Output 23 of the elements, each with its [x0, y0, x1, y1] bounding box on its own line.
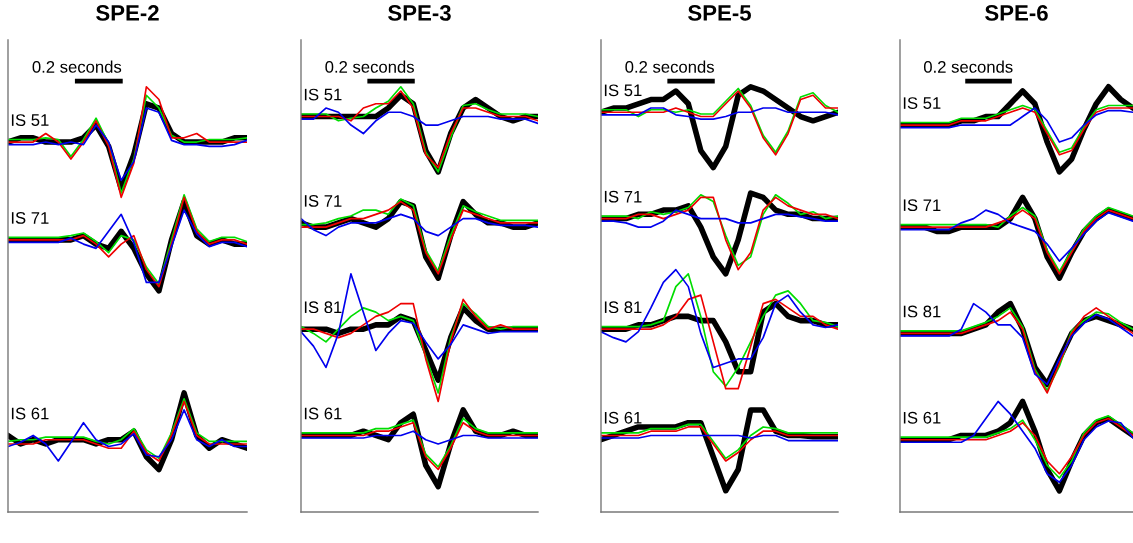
annotation: IS 51	[903, 97, 941, 109]
annotation: IS 81	[903, 305, 941, 318]
text: 0.2 seconds	[325, 60, 414, 73]
annotation: IS 51	[304, 88, 342, 101]
annotation: IS 61	[903, 411, 941, 424]
annotation: IS 71	[304, 194, 342, 207]
annotation: IS 81	[604, 301, 642, 314]
chart-title: SPE-2	[96, 5, 159, 21]
chart-title: SPE-3	[388, 5, 451, 21]
text: 0.2 seconds	[32, 60, 122, 73]
annotation: IS 71	[903, 199, 941, 212]
text: 0.2 seconds	[923, 60, 1013, 73]
annotation: IS 81	[304, 301, 342, 314]
text: 0.2 seconds	[625, 60, 714, 73]
annotation: IS 51	[11, 114, 49, 126]
annotation: IS 51	[604, 84, 642, 97]
chart-title: SPE-5	[688, 5, 751, 21]
annotation: IS 61	[304, 407, 342, 420]
annotation: IS 61	[604, 411, 642, 424]
annotation: IS 71	[11, 212, 49, 224]
annotation: IS 61	[11, 407, 49, 420]
chart-title: SPE-6	[985, 5, 1048, 21]
annotation: IS 71	[604, 190, 642, 203]
